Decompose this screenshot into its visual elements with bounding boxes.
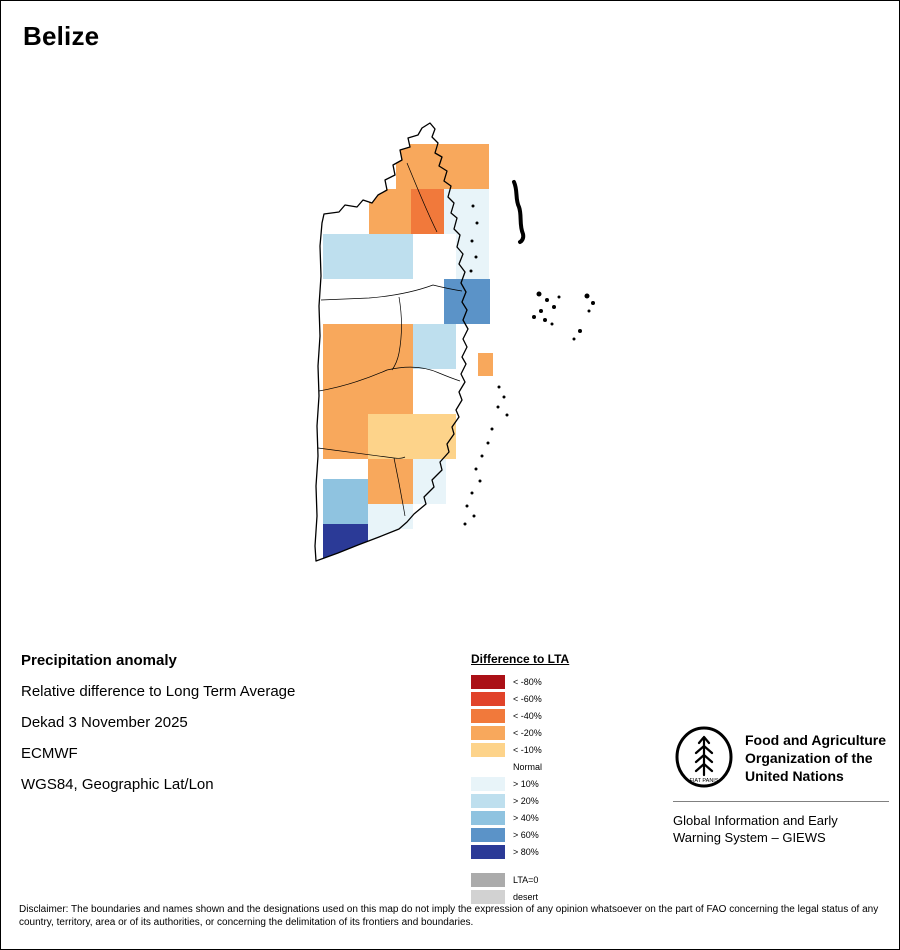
legend-items: < -80% < -60% < -40% < -20% < -10% Normal > 10…: [471, 673, 569, 860]
legend-swatch: [471, 844, 505, 859]
legend-swatch: [471, 793, 505, 808]
map-cell: [369, 189, 411, 234]
fao-org-name: Food and Agriculture Organization of the…: [745, 725, 886, 785]
giews-line: Global Information and Early: [673, 813, 838, 828]
legend-swatch: [471, 725, 505, 740]
legend-item: > 10%: [471, 775, 569, 792]
legend-label: Normal: [513, 761, 543, 772]
legend-swatch: [471, 776, 505, 791]
legend-item: Normal: [471, 758, 569, 775]
legend-item: < -80%: [471, 673, 569, 690]
map-cell: [368, 414, 413, 459]
legend-label: < -10%: [513, 744, 542, 755]
fao-org-name-line: Organization of the: [745, 750, 873, 766]
legend-item: > 40%: [471, 809, 569, 826]
legend-swatch: [471, 810, 505, 825]
legend-swatch: [471, 674, 505, 689]
map-cell: [396, 144, 441, 189]
legend-item: < -10%: [471, 741, 569, 758]
giews-label: Global Information and Early Warning Sys…: [673, 812, 889, 846]
map-cell: [478, 353, 493, 376]
cayes: [463, 180, 595, 526]
legend-label: LTA=0: [513, 874, 539, 885]
legend-swatch: [471, 742, 505, 757]
legend-swatch: [471, 827, 505, 842]
giews-line: Warning System – GIEWS: [673, 830, 826, 845]
legend-item: < -20%: [471, 724, 569, 741]
map-cell: [444, 189, 489, 234]
precipitation-cells: [323, 144, 493, 561]
legend-swatch: [471, 759, 505, 774]
disclaimer-text: Disclaimer: The boundaries and names sho…: [19, 904, 879, 928]
fao-block: FIAT PANIS Food and Agriculture Organiza…: [673, 725, 889, 846]
legend-item: LTA=0: [471, 871, 569, 888]
legend-label: < -80%: [513, 676, 542, 687]
map-info-line: Dekad 3 November 2025: [21, 714, 188, 731]
legend-swatch: [471, 708, 505, 723]
legend-label: > 40%: [513, 812, 539, 823]
legend-swatch: [471, 872, 505, 887]
legend-swatch: [471, 691, 505, 706]
district-boundaries: [317, 162, 463, 517]
legend-label: < -20%: [513, 727, 542, 738]
map-info-line: Relative difference to Long Term Average: [21, 683, 296, 700]
map-cell: [368, 369, 413, 414]
map-info-line: ECMWF: [21, 745, 78, 762]
map-cell: [368, 459, 413, 504]
belize-outline: [314, 122, 469, 562]
map-cell: [368, 324, 413, 369]
map-cell: [323, 479, 368, 524]
legend-item: desert: [471, 888, 569, 905]
fao-org-name-line: Food and Agriculture: [745, 732, 887, 748]
map-cell: [368, 234, 413, 279]
legend-item: < -40%: [471, 707, 569, 724]
map-info-line: WGS84, Geographic Lat/Lon: [21, 776, 214, 793]
ambergris-caye: [512, 180, 526, 244]
map-cell: [323, 414, 368, 459]
legend-label: < -40%: [513, 710, 542, 721]
legend-item: > 80%: [471, 843, 569, 860]
map-cell: [441, 144, 489, 189]
legend-item: < -60%: [471, 690, 569, 707]
map-cell: [323, 524, 368, 561]
legend-item: > 20%: [471, 792, 569, 809]
map-info: Precipitation anomaly Relative differenc…: [21, 652, 295, 807]
fao-divider: [673, 801, 889, 802]
fao-logo: FIAT PANIS: [675, 726, 733, 788]
map-cell: [368, 504, 413, 561]
page-title: Belize: [23, 21, 100, 51]
legend-extra-items: LTA=0 desert: [471, 871, 569, 905]
map-cell: [444, 279, 490, 324]
map-info-heading: Precipitation anomaly: [21, 652, 177, 669]
fao-org-name-line: United Nations: [745, 768, 844, 784]
map-cell: [323, 324, 368, 369]
legend-item: > 60%: [471, 826, 569, 843]
map-cell: [323, 369, 368, 414]
legend-label: desert: [513, 891, 539, 902]
map-cell: [413, 324, 456, 369]
legend: Difference to LTA < -80% < -60% < -40% < -2…: [471, 652, 569, 905]
legend-label: > 20%: [513, 795, 539, 806]
fao-logo-motto: FIAT PANIS: [689, 778, 718, 784]
legend-title: Difference to LTA: [471, 652, 570, 666]
legend-label: > 80%: [513, 846, 539, 857]
legend-swatch: [471, 889, 505, 904]
legend-label: < -60%: [513, 693, 542, 704]
legend-label: > 60%: [513, 829, 539, 840]
legend-label: > 10%: [513, 778, 539, 789]
map-cell: [323, 234, 368, 279]
